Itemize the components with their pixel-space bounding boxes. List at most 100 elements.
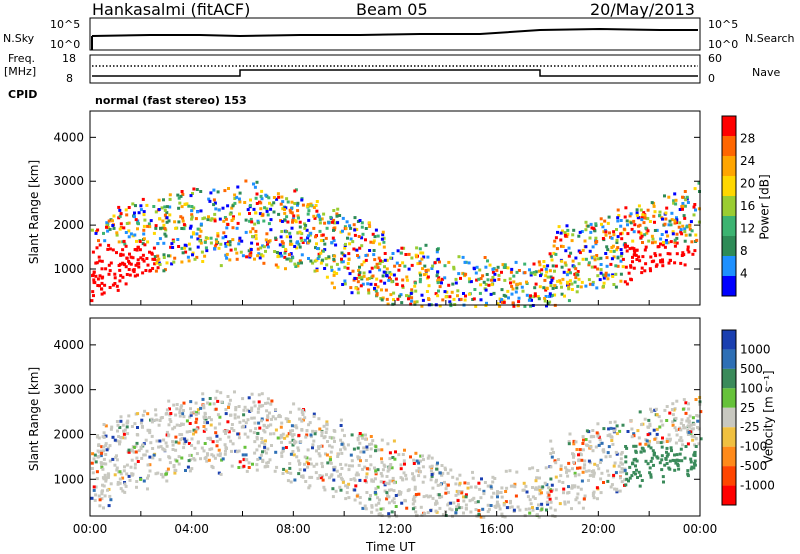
echo-cell [377,501,381,505]
echo-cell [410,288,414,292]
echo-cell [237,449,241,453]
echo-cell [296,446,300,450]
echo-cell [576,284,580,288]
echo-cell [119,487,123,491]
echo-cell [481,274,485,278]
echo-cell [356,473,360,477]
echo-cell [150,434,154,438]
echo-cell [374,472,378,476]
echo-cell [440,495,444,499]
echo-cell [101,275,105,279]
echo-cell [634,472,637,476]
echo-cell [307,218,311,222]
echo-cell [548,497,552,501]
velocity-ylabel: Slant Range [km] [27,366,42,472]
echo-cell [487,507,491,511]
echo-cell [361,467,365,471]
echo-cell [369,240,373,244]
echo-cell [380,460,384,464]
echo-cell [96,228,100,232]
echo-cell [102,457,106,461]
echo-cell [421,465,425,469]
echo-cell [417,461,421,465]
echo-cell [133,422,137,426]
echo-cell [192,432,195,436]
echo-cell [255,468,259,472]
nsky-tick-top: 10^5 [50,18,81,31]
echo-cell [365,448,369,451]
echo-cell [419,273,422,277]
echo-cell [227,430,231,434]
echo-cell [561,229,564,233]
echo-cell [159,226,162,230]
echo-cell [303,226,307,230]
echo-cell [201,260,205,263]
echo-cell [266,245,270,249]
echo-cell [222,429,226,433]
echo-cell [309,435,313,439]
echo-cell [693,463,697,467]
echo-cell [115,420,119,423]
echo-cell [139,208,143,212]
echo-cell [649,473,653,477]
echo-cell [477,509,481,513]
echo-cell [256,432,260,435]
echo-cell [131,256,135,260]
echo-cell [585,443,588,447]
echo-cell [419,470,422,474]
echo-cell [133,233,137,237]
echo-cell [184,469,187,472]
echo-cell [560,265,564,269]
echo-cell [119,419,123,423]
echo-cell [104,443,108,447]
echo-cell [606,469,610,473]
echo-cell [106,229,110,233]
echo-cell [153,262,157,266]
echo-cell [673,418,677,422]
echo-cell [605,256,609,260]
echo-cell [199,190,203,193]
echo-cell [456,492,460,496]
echo-cell [284,469,288,473]
echo-cell [577,501,581,505]
echo-cell [367,467,371,471]
echo-cell [438,285,442,289]
echo-cell [121,476,125,480]
echo-cell [217,448,221,452]
echo-cell [445,290,449,294]
echo-cell [612,427,616,431]
echo-cell [675,216,678,220]
echo-cell [104,453,108,456]
echo-cell [674,198,678,202]
echo-cell [371,232,375,236]
echo-cell [486,510,490,514]
echo-cell [335,272,339,275]
echo-cell [133,248,137,252]
echo-cell [383,258,387,262]
echo-cell [247,396,251,400]
echo-cell [101,435,105,439]
echo-cell [265,461,269,465]
echo-cell [421,267,424,271]
echo-cell [250,408,254,412]
echo-cell [168,461,172,465]
echo-cell [567,500,570,504]
colorbar-tick-label: 24 [740,154,755,168]
echo-cell [683,263,687,267]
echo-cell [674,202,678,206]
echo-cell [491,270,495,274]
echo-cell [649,475,653,479]
echo-cell [286,220,290,224]
echo-cell [259,246,263,250]
echo-cell [682,398,686,402]
echo-cell [346,236,349,240]
echo-cell [311,443,315,447]
echo-cell [224,244,228,248]
echo-cell [322,212,326,216]
echo-cell [405,278,409,282]
echo-cell [497,277,501,281]
echo-cell [606,451,610,455]
echo-cell [437,289,440,293]
echo-cell [223,452,227,456]
echo-cell [341,283,345,286]
